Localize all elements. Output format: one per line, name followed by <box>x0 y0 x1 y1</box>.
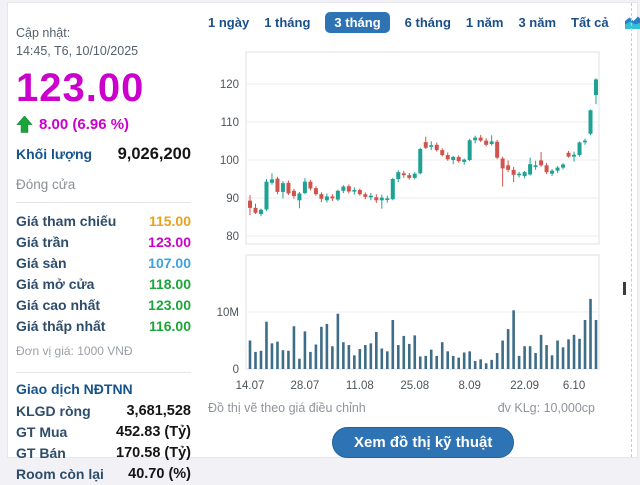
price-row-value: 115.00 <box>148 213 191 229</box>
price-row-label: Giá thấp nhất <box>16 318 106 334</box>
svg-text:90: 90 <box>226 193 239 205</box>
foreign-row-value: 452.83 (Tỷ) <box>116 424 191 440</box>
period-tabs: 1 ngày 1 tháng 3 tháng 6 tháng 1 năm 3 năm Tất… <box>208 12 640 33</box>
foreign-row-value: 40.70 (%) <box>128 466 191 482</box>
area-chart-icon[interactable] <box>624 15 640 30</box>
svg-text:80: 80 <box>226 231 239 243</box>
text-cursor-mark <box>623 282 626 295</box>
tab-1-ngày[interactable]: 1 ngày <box>208 15 250 30</box>
svg-text:8.09: 8.09 <box>458 380 480 392</box>
price-row-label: Giá cao nhất <box>16 297 101 313</box>
price-row-value: 116.00 <box>148 318 191 334</box>
tab-6-tháng[interactable]: 6 tháng <box>404 15 451 30</box>
foreign-row-label: GT Mua <box>16 424 68 440</box>
svg-text:120: 120 <box>220 79 239 91</box>
table-row: KLGD ròng 3,681,528 <box>16 401 191 422</box>
table-row: Giá mở cửa 118.00 <box>16 274 191 295</box>
session-status: Đóng cửa <box>16 177 76 192</box>
svg-text:22.09: 22.09 <box>510 380 539 392</box>
volume-unit-note: đv KLg: 10,000cp <box>497 401 595 415</box>
update-label: Cập nhật: <box>16 26 71 40</box>
svg-text:11.08: 11.08 <box>346 380 374 392</box>
price-row-label: Giá trần <box>16 234 69 250</box>
svg-text:6.10: 6.10 <box>563 380 585 392</box>
svg-text:0: 0 <box>233 364 239 376</box>
up-arrow-icon <box>16 116 33 133</box>
price-row-label: Giá sàn <box>16 255 67 271</box>
divider <box>16 372 191 373</box>
quote-sidebar: Cập nhật: 14:45, T6, 10/10/2025 123.00 8… <box>8 3 204 482</box>
svg-text:14.07: 14.07 <box>236 380 265 392</box>
svg-text:28.07: 28.07 <box>291 380 320 392</box>
table-row: GT Bán 170.58 (Tỷ) <box>16 443 191 464</box>
foreign-trading-title: Giao dịch NĐTNN <box>16 381 133 397</box>
foreign-trading-table: KLGD ròng 3,681,528 GT Mua 452.83 (Tỷ) GT Bá… <box>16 401 191 485</box>
foreign-row-label: GT Bán <box>16 445 66 461</box>
price-row-label: Giá mở cửa <box>16 276 95 292</box>
table-row: Room còn lại 40.70 (%) <box>16 464 191 485</box>
volume-value: 9,026,200 <box>117 145 191 163</box>
technical-chart-button[interactable]: Xem đồ thị kỹ thuật <box>332 427 515 458</box>
foreign-row-label: Room còn lại <box>16 466 104 482</box>
price-unit-note: Đơn vị giá: 1000 VNĐ <box>16 344 133 358</box>
tab-3-năm[interactable]: 3 năm <box>518 15 557 30</box>
volume-row: Khối lượng 9,026,200 <box>16 145 191 164</box>
tab-tất-cả[interactable]: Tất cả <box>571 15 609 30</box>
update-datetime: 14:45, T6, 10/10/2025 <box>16 43 139 58</box>
table-row: Giá sàn 107.00 <box>16 253 191 274</box>
svg-text:110: 110 <box>221 117 239 129</box>
price-row-value: 107.00 <box>148 255 191 271</box>
adjusted-price-note: Đồ thị vẽ theo giá điều chỉnh <box>208 401 366 415</box>
table-row: GT Mua 452.83 (Tỷ) <box>16 422 191 443</box>
price-table: Giá tham chiếu 115.00 Giá trần 123.00 Giá sà… <box>16 211 191 337</box>
divider <box>16 202 191 203</box>
change-value: 8.00 (6.96 %) <box>39 116 130 133</box>
svg-text:100: 100 <box>220 155 239 167</box>
tab-1-năm[interactable]: 1 năm <box>465 15 504 30</box>
table-row: Giá cao nhất 123.00 <box>16 295 191 316</box>
panel-edge-divider <box>631 3 632 457</box>
price-row-value: 118.00 <box>148 276 191 292</box>
chart-panel: 1 ngày 1 tháng 3 tháng 6 tháng 1 năm 3 năm Tất… <box>204 3 640 458</box>
last-price: 123.00 <box>16 66 145 110</box>
tab-1-tháng[interactable]: 1 tháng <box>264 15 311 30</box>
table-row: Giá trần 123.00 <box>16 232 191 253</box>
price-row-value: 123.00 <box>148 297 191 313</box>
update-time: Cập nhật: 14:45, T6, 10/10/2025 <box>16 25 191 60</box>
stock-widget: Cập nhật: 14:45, T6, 10/10/2025 123.00 8… <box>7 2 640 482</box>
price-change: 8.00 (6.96 %) <box>16 116 191 133</box>
svg-text:10M: 10M <box>217 307 239 319</box>
volume-label: Khối lượng <box>16 146 93 162</box>
price-row-value: 123.00 <box>148 234 191 250</box>
price-volume-chart: 80 90 100 110 120 10M 0 14.07 28.07 11.08 25.08 8.0… <box>217 51 600 392</box>
price-row-label: Giá tham chiếu <box>16 213 117 229</box>
foreign-row-value: 170.58 (Tỷ) <box>116 445 191 461</box>
table-row: Giá tham chiếu 115.00 <box>16 211 191 232</box>
svg-text:25.08: 25.08 <box>400 380 429 392</box>
foreign-row-label: KLGD ròng <box>16 403 91 419</box>
tab-3-tháng[interactable]: 3 tháng <box>325 12 390 33</box>
foreign-row-value: 3,681,528 <box>126 403 191 419</box>
table-row: Giá thấp nhất 116.00 <box>16 316 191 337</box>
